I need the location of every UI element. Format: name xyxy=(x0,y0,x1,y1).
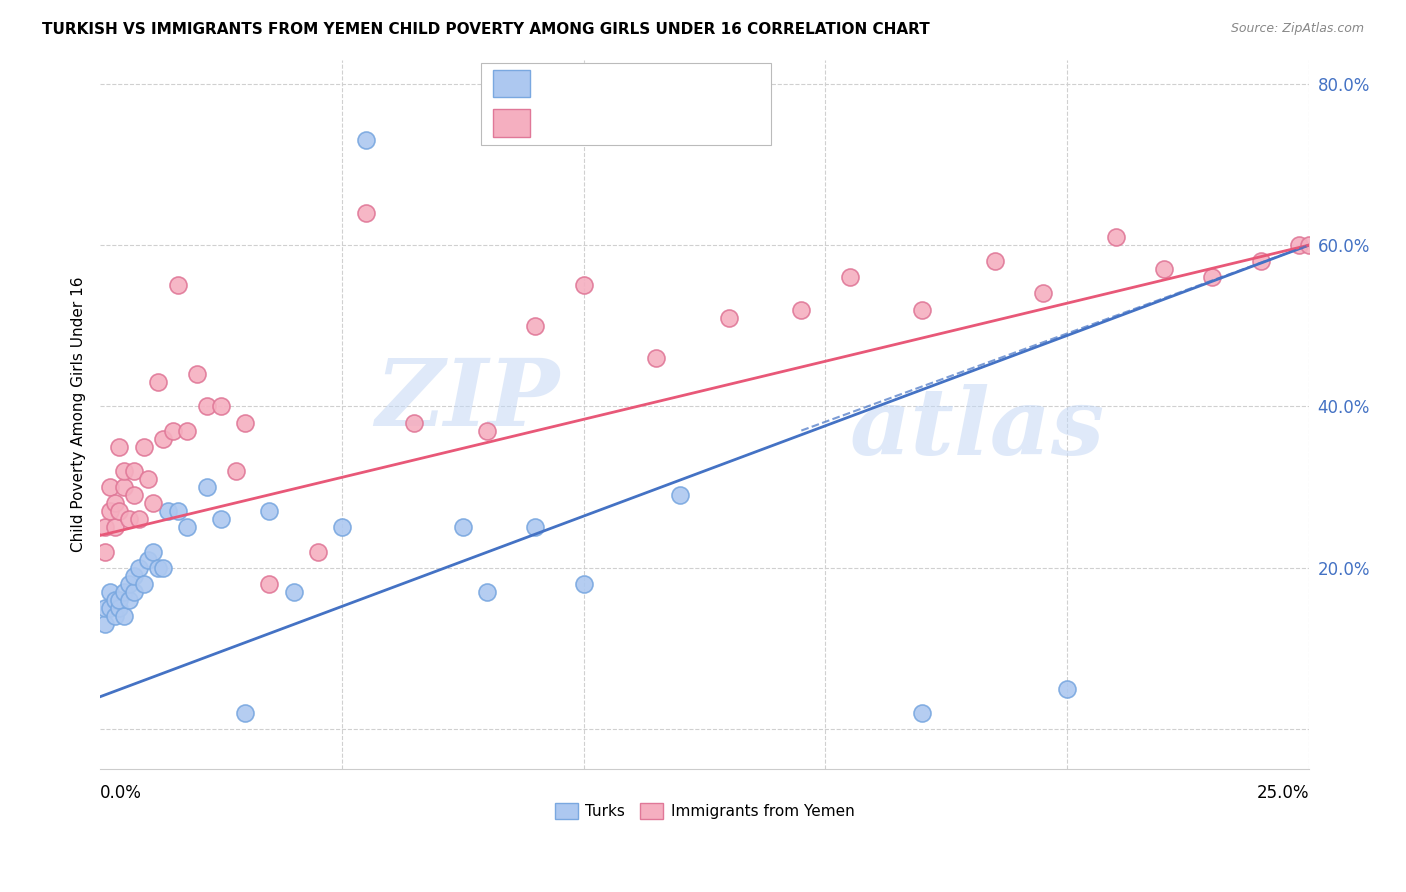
Point xyxy=(717,310,740,325)
Point xyxy=(1104,230,1126,244)
Point xyxy=(354,206,377,220)
Point xyxy=(209,400,232,414)
Point xyxy=(128,512,150,526)
Point xyxy=(330,520,353,534)
Text: 0.0%: 0.0% xyxy=(100,784,142,802)
Text: 25.0%: 25.0% xyxy=(1257,784,1309,802)
Point xyxy=(108,601,131,615)
Point xyxy=(118,576,141,591)
Point xyxy=(645,351,668,365)
Y-axis label: Child Poverty Among Girls Under 16: Child Poverty Among Girls Under 16 xyxy=(72,277,86,552)
Point xyxy=(94,617,117,632)
Point xyxy=(104,593,127,607)
Point xyxy=(233,706,256,720)
Legend: Turks, Immigrants from Yemen: Turks, Immigrants from Yemen xyxy=(548,797,860,825)
Point xyxy=(162,424,184,438)
Point xyxy=(1298,238,1320,252)
Point xyxy=(225,464,247,478)
Point xyxy=(911,706,934,720)
Point xyxy=(209,512,232,526)
Point xyxy=(1153,262,1175,277)
Text: TURKISH VS IMMIGRANTS FROM YEMEN CHILD POVERTY AMONG GIRLS UNDER 16 CORRELATION : TURKISH VS IMMIGRANTS FROM YEMEN CHILD P… xyxy=(42,22,929,37)
Point xyxy=(122,585,145,599)
Point xyxy=(138,552,160,566)
Point xyxy=(104,609,127,624)
Point xyxy=(108,504,131,518)
Point xyxy=(984,254,1007,268)
Point xyxy=(122,488,145,502)
Text: Source: ZipAtlas.com: Source: ZipAtlas.com xyxy=(1230,22,1364,36)
Text: atlas: atlas xyxy=(849,384,1105,474)
Point xyxy=(166,504,188,518)
Point xyxy=(146,560,169,574)
Point xyxy=(1056,681,1078,696)
Point xyxy=(94,520,117,534)
Point xyxy=(118,512,141,526)
Point xyxy=(166,278,188,293)
Point xyxy=(98,480,121,494)
Point xyxy=(259,504,281,518)
Point xyxy=(98,601,121,615)
Point xyxy=(1288,238,1310,252)
Point xyxy=(146,375,169,389)
Point xyxy=(98,504,121,518)
Point xyxy=(1032,286,1054,301)
Point xyxy=(186,367,208,381)
Point xyxy=(524,520,547,534)
Point xyxy=(259,576,281,591)
Point xyxy=(152,560,174,574)
Point xyxy=(112,585,135,599)
Point xyxy=(142,496,165,510)
Point xyxy=(524,318,547,333)
Point xyxy=(112,464,135,478)
Point xyxy=(138,472,160,486)
Point xyxy=(354,133,377,147)
Point xyxy=(94,601,117,615)
Point xyxy=(911,302,934,317)
Point xyxy=(195,400,218,414)
Point xyxy=(108,440,131,454)
Text: ZIP: ZIP xyxy=(375,355,560,445)
Point xyxy=(142,544,165,558)
Point xyxy=(132,440,155,454)
Point xyxy=(98,585,121,599)
Point xyxy=(132,576,155,591)
Point xyxy=(112,609,135,624)
Point xyxy=(156,504,179,518)
Point xyxy=(572,278,595,293)
Point xyxy=(104,496,127,510)
Point xyxy=(112,480,135,494)
Point xyxy=(475,424,498,438)
Point xyxy=(122,568,145,582)
Point xyxy=(233,416,256,430)
Point xyxy=(404,416,426,430)
Point xyxy=(283,585,305,599)
Point xyxy=(104,520,127,534)
Point xyxy=(1201,270,1223,285)
Point xyxy=(195,480,218,494)
Point xyxy=(838,270,860,285)
Point xyxy=(118,593,141,607)
Point xyxy=(128,560,150,574)
Point xyxy=(122,464,145,478)
Point xyxy=(307,544,329,558)
Point xyxy=(152,432,174,446)
Point xyxy=(176,424,198,438)
Point xyxy=(790,302,813,317)
Point xyxy=(669,488,692,502)
Point xyxy=(451,520,474,534)
Point xyxy=(176,520,198,534)
Point xyxy=(1250,254,1272,268)
Point xyxy=(108,593,131,607)
Point xyxy=(572,576,595,591)
Point xyxy=(94,544,117,558)
Point xyxy=(475,585,498,599)
